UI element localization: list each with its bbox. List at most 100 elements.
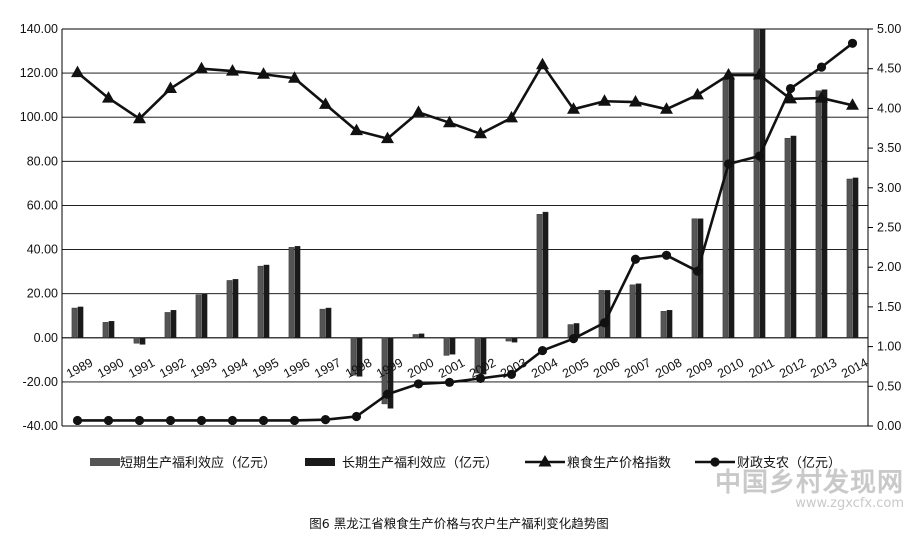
x-tick-label: 1989 — [64, 356, 95, 381]
bar-short-term — [815, 90, 822, 338]
bar-long-term — [356, 337, 363, 377]
price-index-marker — [536, 57, 549, 70]
y-left-tick-label: 60.00 — [27, 198, 58, 212]
lines — [71, 38, 859, 426]
bar-short-term — [505, 337, 512, 342]
bar-long-term — [635, 283, 642, 338]
y-right-tick-label: 5.00 — [877, 22, 901, 36]
x-tick-label: 2000 — [405, 356, 436, 381]
bar-long-term — [790, 135, 797, 338]
bar-long-term — [201, 293, 208, 338]
x-tick-label: 1996 — [281, 356, 312, 381]
figure-caption: 图6 黑龙江省粮食生产价格与农户生产福利变化趋势图 — [309, 516, 609, 531]
bar-long-term — [449, 337, 456, 355]
watermark-text: 中国乡村发现网 — [714, 468, 904, 498]
legend-triangle-marker — [538, 455, 552, 467]
legend-long-term: 长期生产福利效应（亿元） — [305, 455, 498, 471]
y-left-tick-label: 120.00 — [20, 66, 58, 80]
y-right-tick-label: 0.50 — [877, 379, 901, 393]
y-right-tick-label: 1.50 — [877, 300, 901, 314]
y-left-tick-label: 20.00 — [27, 287, 58, 301]
price-index-marker — [288, 71, 301, 83]
x-tick-label: 2007 — [622, 356, 653, 381]
price-index-marker — [443, 115, 456, 128]
price-index-marker — [753, 68, 766, 80]
y-right-tick-label: 4.50 — [877, 62, 901, 76]
x-tick-label: 1991 — [126, 356, 157, 381]
bars — [71, 28, 859, 409]
fiscal-support-marker — [661, 250, 672, 260]
bar-short-term — [288, 247, 295, 338]
legend-price-index: 粮食生产价格指数 — [525, 455, 671, 471]
bar-short-term — [691, 218, 698, 338]
price-index-marker — [567, 102, 580, 114]
watermark-url: www.zgxcfx.com — [795, 496, 904, 512]
x-tick-label: 2008 — [653, 356, 684, 381]
legend-swatch — [305, 458, 335, 466]
price-index-marker — [350, 123, 363, 136]
y-right-tick-label: 3.00 — [877, 181, 901, 195]
price-index-marker — [474, 126, 487, 139]
y-right-tick-label: 4.00 — [877, 101, 901, 115]
x-tick-label: 2006 — [591, 356, 622, 381]
fiscal-support-marker — [754, 151, 765, 161]
legend-short-term: 短期生产福利效应（亿元） — [90, 455, 276, 471]
price-index-marker — [629, 95, 642, 107]
x-tick-label: 2010 — [715, 356, 746, 381]
y-right-tick-label: 3.50 — [877, 141, 901, 155]
fiscal-support-marker — [382, 389, 393, 399]
legend: 短期生产福利效应（亿元） 长期生产福利效应（亿元） 粮食生产价格指数 财政支农（亿元） — [90, 455, 841, 471]
x-tick-label: 2004 — [529, 356, 560, 381]
y-right-tick-label: 0.00 — [877, 419, 901, 433]
bar-short-term — [536, 214, 543, 338]
line-fiscal-support — [77, 42, 854, 422]
bar-long-term — [759, 28, 766, 338]
bar-short-term — [350, 337, 357, 376]
fiscal-support-marker — [413, 379, 424, 389]
price-index-marker — [722, 68, 735, 80]
bar-short-term — [195, 294, 202, 338]
price-index-marker — [598, 94, 611, 106]
legend-fiscal-support: 财政支农（亿元） — [695, 456, 841, 471]
bar-short-term — [381, 337, 388, 405]
price-index-marker — [71, 65, 84, 78]
price-index-marker — [784, 91, 797, 104]
x-tick-label: 2013 — [808, 356, 839, 381]
bar-long-term — [325, 307, 332, 338]
fiscal-support-marker — [537, 345, 548, 356]
fiscal-support-marker — [134, 415, 145, 426]
x-tick-label: 1994 — [219, 356, 250, 381]
fiscal-support-marker — [630, 254, 641, 264]
bar-long-term — [418, 333, 425, 338]
x-tick-label: 1995 — [250, 356, 281, 381]
bar-short-term — [660, 311, 667, 338]
bar-short-term — [164, 312, 171, 338]
fiscal-support-marker — [196, 415, 207, 426]
fiscal-support-marker — [289, 415, 300, 426]
price-index-marker — [319, 97, 332, 109]
bar-short-term — [133, 337, 140, 344]
bar-short-term — [753, 28, 760, 338]
price-index-marker — [505, 110, 518, 123]
bar-short-term — [722, 79, 729, 338]
bar-long-term — [480, 337, 487, 375]
bar-long-term — [263, 264, 270, 338]
legend-label: 长期生产福利效应（亿元） — [342, 455, 498, 471]
price-index-marker — [660, 102, 673, 114]
x-tick-label: 2009 — [684, 356, 715, 381]
legend-label: 粮食生产价格指数 — [567, 455, 671, 471]
bar-long-term — [170, 310, 177, 338]
bar-long-term — [542, 211, 549, 338]
y-left-tick-label: 100.00 — [20, 110, 58, 124]
price-index-marker — [102, 91, 115, 103]
bar-short-term — [629, 284, 636, 338]
price-index-marker — [164, 81, 177, 94]
price-index-marker — [412, 105, 425, 117]
bar-short-term — [846, 178, 853, 338]
price-index-marker — [257, 67, 270, 79]
bar-short-term — [226, 280, 233, 338]
price-index-marker — [226, 64, 239, 76]
bar-long-term — [511, 337, 518, 343]
bar-short-term — [474, 337, 481, 374]
